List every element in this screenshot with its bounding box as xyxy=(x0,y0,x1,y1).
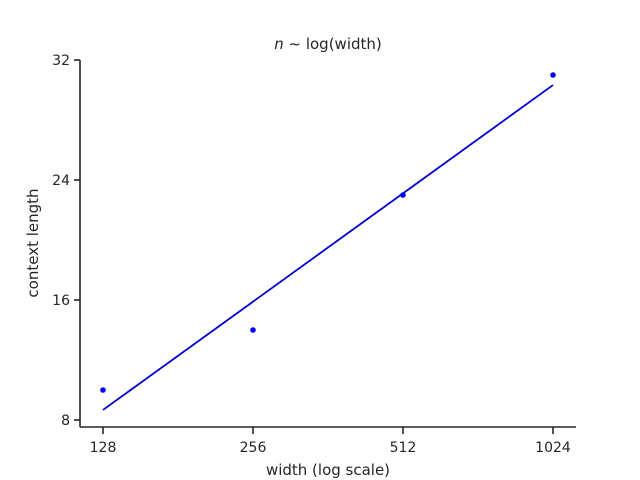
data-point xyxy=(100,387,106,393)
fit-line xyxy=(102,84,554,411)
x-tick-label: 128 xyxy=(90,440,117,456)
plot-area xyxy=(100,72,556,411)
y-tick-label: 32 xyxy=(52,53,70,69)
y-tick-label: 16 xyxy=(52,293,70,309)
y-tick-label: 8 xyxy=(61,413,70,429)
x-axis-label: width (log scale) xyxy=(266,461,390,479)
x-tick-label: 512 xyxy=(390,440,417,456)
x-tick-label: 256 xyxy=(240,440,267,456)
svg-text:n ~ log(width): n ~ log(width) xyxy=(274,35,382,53)
y-tick-label: 24 xyxy=(52,173,70,189)
y-axis-label: context length xyxy=(24,188,42,297)
chart-title: n ~ log(width) xyxy=(274,35,382,53)
data-point xyxy=(400,192,406,198)
y-axis: 8 16 24 32 xyxy=(52,53,81,429)
data-point xyxy=(550,72,556,78)
x-tick-label: 1024 xyxy=(535,440,571,456)
x-axis: 128 256 512 1024 xyxy=(80,426,576,456)
data-point xyxy=(250,327,256,333)
